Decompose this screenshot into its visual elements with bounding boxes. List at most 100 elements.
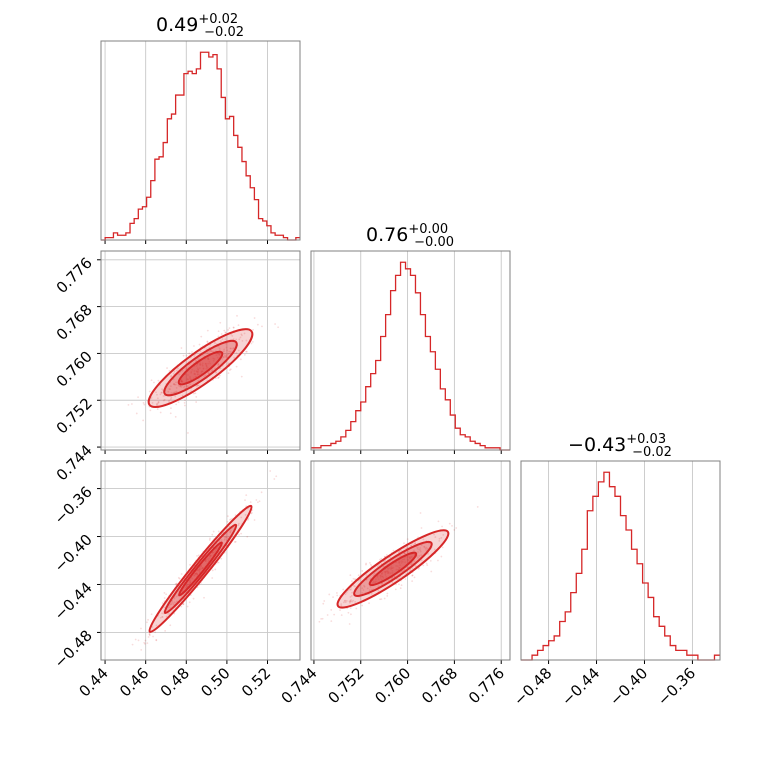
sample-point	[189, 581, 192, 584]
sample-point	[369, 563, 372, 566]
sample-point	[180, 347, 183, 349]
sample-point	[193, 372, 196, 375]
sample-point	[172, 392, 175, 394]
sample-point	[170, 374, 173, 377]
sample-point	[204, 560, 207, 563]
sample-point	[207, 358, 210, 361]
sample-point	[168, 612, 171, 615]
sample-point	[195, 385, 198, 387]
sample-point	[379, 598, 381, 601]
sample-point	[217, 376, 220, 379]
sample-point	[161, 616, 164, 618]
sample-point	[148, 633, 151, 636]
sample-point	[348, 600, 351, 603]
x-tick-label: 0.52	[238, 664, 274, 700]
sample-point	[340, 604, 343, 607]
sample-point	[195, 401, 198, 403]
sample-point	[156, 397, 159, 400]
sample-point	[194, 572, 196, 575]
sample-point	[173, 383, 176, 386]
sample-point	[168, 604, 171, 607]
sample-point	[386, 592, 389, 595]
sample-point	[386, 567, 389, 570]
sample-point	[229, 518, 231, 521]
sample-point	[349, 600, 352, 602]
sample-point	[210, 370, 213, 372]
title-param-2: 0.76+0.00 −0.00	[366, 222, 454, 250]
sample-point	[203, 375, 206, 378]
sample-point	[174, 391, 177, 394]
sample-point	[196, 573, 199, 576]
title-2-minus: −0.00	[414, 235, 454, 250]
sample-point	[192, 392, 195, 395]
sample-point	[217, 530, 220, 533]
sample-point	[361, 570, 364, 572]
sample-point	[224, 331, 227, 334]
sample-point	[220, 557, 223, 560]
sample-point	[227, 329, 230, 331]
sample-point	[180, 605, 183, 608]
sample-point	[227, 352, 230, 355]
sample-point	[199, 362, 202, 365]
sample-point	[155, 639, 158, 641]
sample-point	[350, 587, 353, 589]
sample-point	[173, 391, 176, 394]
sample-point	[173, 383, 176, 386]
sample-point	[207, 357, 210, 360]
sample-point	[214, 342, 216, 345]
sample-point	[390, 567, 393, 570]
sample-point	[232, 326, 235, 329]
sample-point	[384, 570, 387, 573]
sample-point	[251, 340, 254, 343]
sample-point	[419, 549, 422, 552]
sample-point	[361, 587, 364, 590]
sample-point	[400, 560, 403, 562]
sample-point	[207, 372, 210, 375]
sample-point	[204, 560, 207, 562]
sample-point	[182, 603, 185, 605]
sample-point	[258, 500, 261, 503]
sample-point	[394, 588, 397, 591]
sample-point	[208, 539, 211, 541]
sample-point	[391, 567, 394, 570]
sample-point	[210, 554, 213, 557]
sample-point	[211, 551, 214, 554]
sample-point	[423, 545, 426, 548]
sample-point	[229, 531, 232, 534]
sample-point	[418, 555, 421, 557]
sample-point	[355, 607, 358, 610]
sample-point	[347, 611, 350, 614]
sample-point	[387, 572, 389, 575]
sample-point	[151, 626, 154, 628]
sample-point	[211, 577, 214, 579]
sample-point	[396, 565, 399, 568]
sample-point	[350, 613, 352, 616]
sample-point	[169, 388, 172, 391]
x-tick-label: 0.46	[116, 664, 152, 700]
sample-point	[352, 599, 355, 602]
sample-point	[177, 367, 179, 370]
sample-point	[369, 561, 371, 564]
sample-point	[215, 354, 218, 357]
sample-point	[189, 579, 192, 582]
sample-point	[399, 587, 402, 590]
sample-point	[391, 581, 394, 584]
scatter-panel-2-3	[310, 460, 511, 664]
sample-point	[161, 388, 163, 391]
sample-point	[127, 403, 130, 406]
sample-point	[410, 563, 413, 565]
title-1-median: 0.49	[156, 14, 198, 36]
sample-point	[408, 557, 411, 559]
sample-point	[222, 356, 225, 359]
sample-point	[165, 615, 168, 618]
sample-point	[392, 566, 395, 569]
sample-point	[442, 534, 445, 536]
sample-point	[180, 380, 183, 383]
sample-point	[137, 396, 139, 399]
sample-point	[201, 364, 204, 367]
sample-point	[232, 347, 234, 350]
sample-point	[274, 323, 276, 325]
contour-level-2	[353, 540, 433, 597]
sample-point	[205, 365, 208, 368]
sample-point	[201, 567, 204, 570]
